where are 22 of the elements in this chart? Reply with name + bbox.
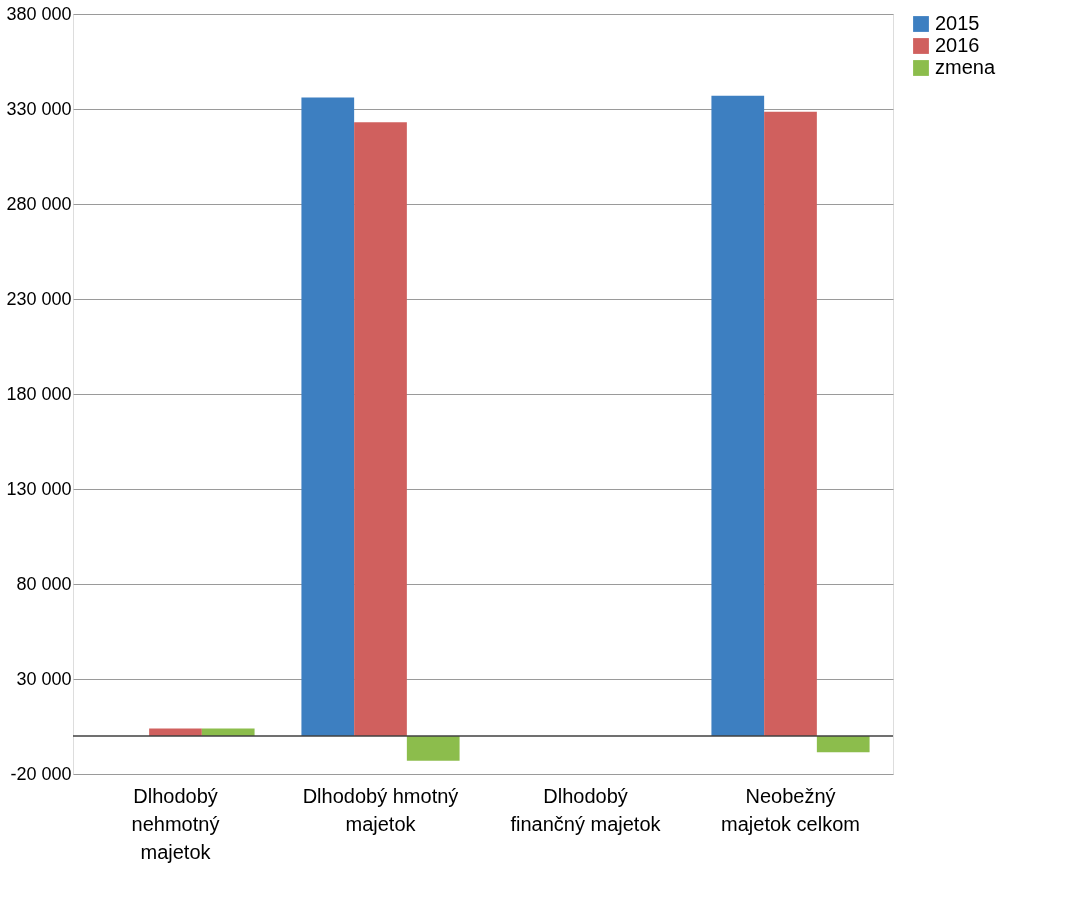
y-tick-label: 80 000 xyxy=(16,573,72,594)
y-tick-label: 280 000 xyxy=(6,193,72,214)
bar xyxy=(764,111,817,736)
x-tick-label: Dlhodobý nehmotný majetok xyxy=(131,784,220,863)
bar xyxy=(816,736,870,753)
y-tick-label: 130 000 xyxy=(6,478,72,499)
x-tick-label: Dlhodobý hmotný majetok xyxy=(302,784,459,835)
bar xyxy=(406,736,460,761)
y-tick-label: -20 000 xyxy=(10,763,72,784)
x-tick-label: Dlhodobý finančný majetok xyxy=(510,784,662,835)
y-tick-label: 330 000 xyxy=(6,98,72,119)
bar xyxy=(711,95,765,736)
y-tick-label: 230 000 xyxy=(6,288,72,309)
legend-label: 2016 xyxy=(935,34,980,56)
y-tick-label: 30 000 xyxy=(16,668,72,689)
y-tick-label: 380 000 xyxy=(6,3,72,24)
legend-label: zmena xyxy=(935,56,996,78)
x-tick-label: Neobežný majetok celkom xyxy=(721,784,860,835)
bar xyxy=(354,122,407,736)
y-tick-label: 180 000 xyxy=(6,383,72,404)
bar xyxy=(301,97,355,736)
legend-label: 2015 xyxy=(935,12,980,34)
